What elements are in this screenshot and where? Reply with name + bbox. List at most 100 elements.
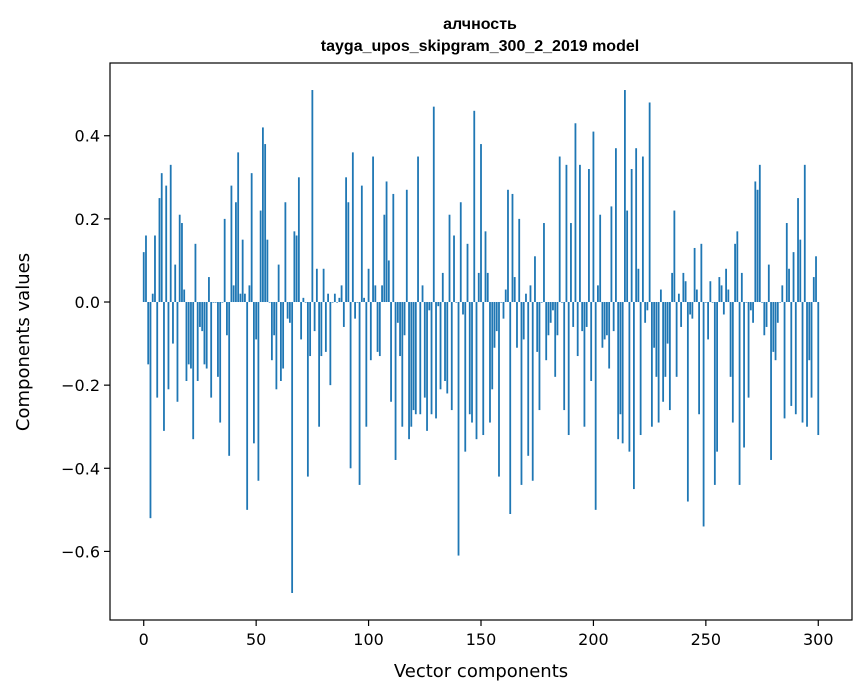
bar-component-111: [392, 193, 395, 303]
bar-component-109: [387, 260, 390, 303]
bar-component-225: [648, 102, 651, 303]
bar-component-70: [300, 302, 303, 340]
bar-component-24: [196, 302, 199, 381]
bar-component-294: [803, 164, 806, 303]
bar-component-218: [633, 302, 635, 490]
bar-component-136: [448, 214, 451, 303]
bar-component-292: [799, 239, 802, 303]
bar-component-246: [695, 289, 698, 303]
bar-component-172: [529, 285, 532, 303]
bar-component-195: [581, 302, 584, 332]
bar-component-36: [223, 218, 226, 303]
x-tick-label: 150: [466, 630, 497, 649]
bar-component-92: [349, 302, 352, 469]
bar-component-140: [457, 302, 460, 556]
bar-component-113: [396, 302, 399, 323]
bar-component-64: [286, 302, 289, 319]
bar-component-81: [324, 302, 327, 352]
bar-component-237: [675, 302, 678, 377]
bar-component-86: [336, 302, 338, 303]
bar-component-118: [408, 302, 410, 440]
bar-component-213: [621, 302, 624, 444]
bar-component-185: [558, 156, 561, 303]
bar-component-297: [810, 302, 813, 398]
bar-component-46: [246, 302, 249, 510]
bar-component-226: [650, 302, 653, 427]
bar-component-67: [293, 231, 296, 303]
bar-component-22: [192, 302, 195, 440]
bar-component-161: [504, 289, 507, 303]
bar-component-126: [426, 302, 428, 431]
bar-component-146: [471, 302, 473, 423]
bar-component-103: [374, 285, 377, 303]
bar-component-120: [412, 302, 415, 411]
y-tick-label: −0.2: [61, 376, 100, 395]
bar-component-124: [421, 285, 424, 303]
bar-component-273: [756, 189, 759, 303]
bar-component-49: [253, 302, 255, 444]
x-tick-label: 0: [139, 630, 149, 649]
bar-component-112: [394, 302, 397, 460]
bar-component-166: [516, 302, 518, 348]
bar-component-104: [376, 302, 379, 352]
bar-component-5: [154, 235, 156, 303]
bar-component-127: [428, 302, 431, 311]
bar-component-193: [576, 302, 579, 357]
bar-component-73: [306, 302, 309, 477]
bar-component-178: [543, 223, 545, 303]
bar-component-198: [588, 169, 590, 303]
bar-component-83: [329, 302, 332, 386]
bar-component-47: [248, 285, 251, 303]
bar-component-235: [671, 272, 674, 303]
bar-component-27: [203, 302, 206, 365]
bar-component-144: [466, 243, 469, 303]
bar-component-174: [534, 256, 536, 303]
bar-component-134: [444, 302, 446, 381]
bar-component-117: [405, 189, 408, 303]
bar-component-156: [493, 302, 496, 348]
x-axis-ticks: 0 50 100 150 200 250 300: [139, 620, 834, 649]
bar-component-20: [187, 302, 190, 365]
bar-component-23: [194, 243, 197, 303]
bar-component-263: [734, 243, 736, 303]
bar-component-8: [160, 173, 163, 303]
bar-component-2: [147, 302, 150, 365]
bar-component-51: [257, 302, 260, 481]
bar-component-88: [340, 285, 343, 303]
bar-component-196: [583, 302, 586, 427]
bar-component-267: [743, 302, 745, 448]
bar-component-69: [297, 177, 300, 303]
bar-component-165: [513, 277, 516, 303]
bar-component-4: [151, 293, 154, 303]
bar-component-207: [608, 302, 611, 369]
bar-component-131: [437, 302, 440, 307]
bar-component-98: [363, 297, 365, 303]
bar-component-61: [279, 302, 282, 381]
bar-component-183: [554, 302, 557, 377]
bar-component-108: [385, 181, 388, 303]
bar-component-84: [331, 302, 334, 303]
y-tick-label: 0.0: [75, 293, 100, 312]
bar-component-44: [241, 239, 244, 303]
bar-component-159: [500, 302, 503, 303]
bar-component-188: [565, 164, 568, 303]
plot-frame: [109, 62, 853, 621]
bar-component-15: [176, 302, 179, 402]
bar-component-50: [255, 302, 258, 340]
bar-component-300: [817, 302, 820, 436]
bar-component-119: [410, 302, 413, 427]
bar-component-288: [790, 302, 793, 406]
bar-component-168: [520, 302, 523, 485]
bar-component-191: [572, 302, 575, 327]
bar-component-212: [619, 302, 622, 415]
bar-component-68: [295, 235, 298, 303]
bar-component-128: [430, 302, 433, 415]
bar-component-116: [403, 302, 406, 336]
bar-component-48: [250, 173, 253, 303]
bar-component-295: [806, 302, 808, 427]
bar-component-149: [477, 272, 480, 303]
bar-component-278: [767, 264, 770, 303]
bar-component-215: [626, 210, 629, 303]
bar-component-55: [266, 239, 269, 303]
bar-component-177: [540, 302, 543, 303]
